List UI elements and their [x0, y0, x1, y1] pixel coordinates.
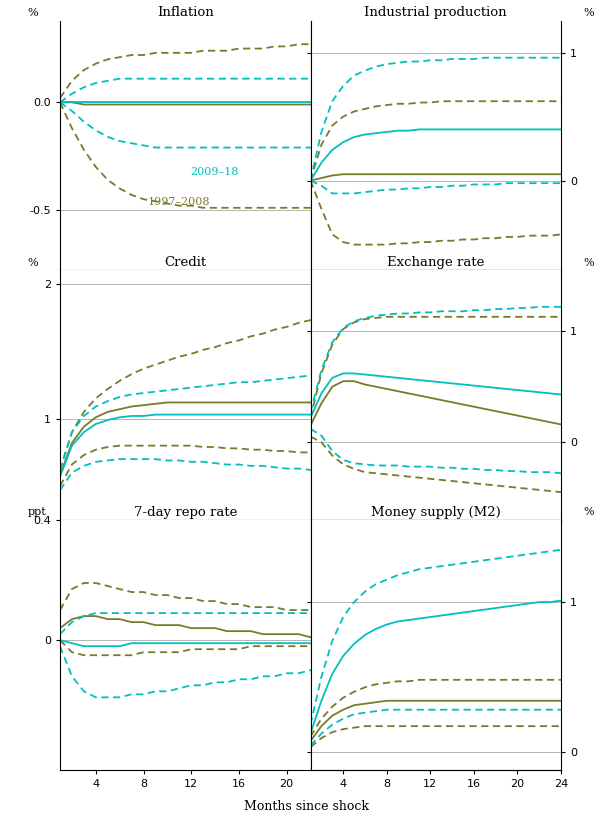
Title: Industrial production: Industrial production — [364, 7, 507, 20]
Text: %: % — [28, 258, 38, 267]
Text: %: % — [28, 8, 38, 18]
Title: 7-day repo rate: 7-day repo rate — [134, 505, 237, 518]
Title: Credit: Credit — [164, 256, 206, 269]
Text: 1997–2008: 1997–2008 — [148, 198, 210, 207]
Text: ppt: ppt — [28, 507, 46, 518]
Text: %: % — [583, 258, 593, 267]
Text: 2009–18: 2009–18 — [190, 167, 239, 177]
Title: Exchange rate: Exchange rate — [387, 256, 484, 269]
Text: %: % — [583, 507, 593, 518]
Title: Money supply (M2): Money supply (M2) — [371, 505, 500, 518]
Text: Months since shock: Months since shock — [244, 800, 368, 813]
Title: Inflation: Inflation — [157, 7, 214, 20]
Text: %: % — [583, 8, 593, 18]
